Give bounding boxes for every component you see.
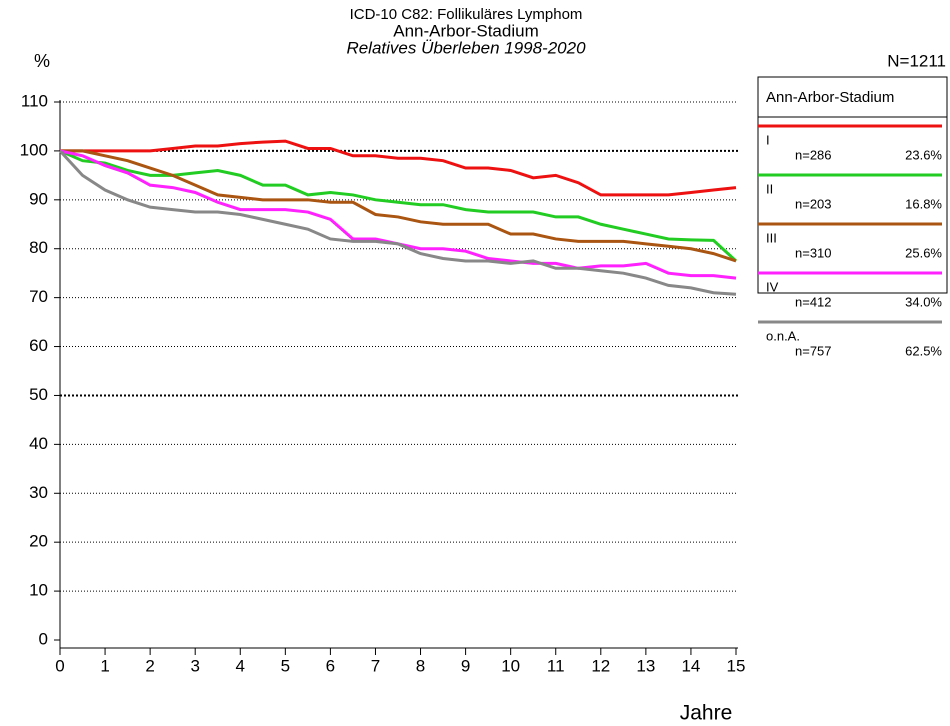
y-tick-label: 40 xyxy=(29,434,48,453)
x-tick-label: 7 xyxy=(371,656,380,675)
series-line xyxy=(59,149,737,280)
legend-percent: 62.5% xyxy=(905,343,942,358)
x-tick-label: 12 xyxy=(591,656,610,675)
x-tick-label: 0 xyxy=(55,656,64,675)
x-axis-label: Jahre xyxy=(680,702,733,725)
chart-subtitle: Relatives Überleben 1998-2020 xyxy=(346,38,586,57)
y-tick-label: 20 xyxy=(29,532,48,551)
legend-label: I xyxy=(766,132,770,147)
y-tick-label: 100 xyxy=(20,140,48,159)
x-tick-label: 9 xyxy=(461,656,470,675)
legend-label: o.n.A. xyxy=(766,328,800,343)
x-tick-label: 6 xyxy=(326,656,335,675)
legend-label: IV xyxy=(766,279,779,294)
legend-percent: 23.6% xyxy=(905,147,942,162)
series-line xyxy=(60,149,737,263)
x-tick-label: 10 xyxy=(501,656,520,675)
chart-subtitle: Ann-Arbor-Stadium xyxy=(393,21,539,40)
x-tick-label: 5 xyxy=(281,656,290,675)
series-line xyxy=(58,149,737,296)
legend-count: n=203 xyxy=(795,196,832,211)
legend-label: III xyxy=(766,230,777,245)
legend-count: n=757 xyxy=(795,343,832,358)
y-tick-label: 90 xyxy=(29,189,48,208)
y-tick-label: 70 xyxy=(29,287,48,306)
y-tick-label: 110 xyxy=(21,91,48,110)
y-tick-label: 0 xyxy=(39,629,48,648)
x-tick-label: 4 xyxy=(236,656,245,675)
series-line xyxy=(60,139,737,197)
x-tick-label: 1 xyxy=(100,656,109,675)
chart-title: ICD-10 C82: Follikuläres Lymphom xyxy=(350,6,583,23)
y-tick-label: 80 xyxy=(29,238,48,257)
legend-percent: 25.6% xyxy=(905,245,942,260)
legend-percent: 34.0% xyxy=(905,294,942,309)
y-tick-label: 60 xyxy=(29,336,48,355)
x-tick-label: 8 xyxy=(416,656,425,675)
total-count: N=1211 xyxy=(887,51,946,70)
legend-title: Ann-Arbor-Stadium xyxy=(766,89,894,106)
legend-count: n=310 xyxy=(795,245,832,260)
legend-percent: 16.8% xyxy=(905,196,942,211)
legend-count: n=286 xyxy=(795,147,832,162)
y-axis-label: % xyxy=(34,51,50,71)
legend-count: n=412 xyxy=(795,294,832,309)
x-tick-label: 11 xyxy=(547,656,565,675)
legend-label: II xyxy=(766,181,773,196)
y-tick-label: 30 xyxy=(29,483,48,502)
x-tick-label: 2 xyxy=(145,656,154,675)
x-tick-label: 14 xyxy=(681,656,700,675)
y-tick-label: 50 xyxy=(29,385,48,404)
legend-box xyxy=(757,76,948,294)
x-tick-label: 15 xyxy=(727,656,746,675)
y-tick-label: 10 xyxy=(29,581,48,600)
x-tick-label: 3 xyxy=(190,656,199,675)
x-tick-label: 13 xyxy=(636,656,655,675)
